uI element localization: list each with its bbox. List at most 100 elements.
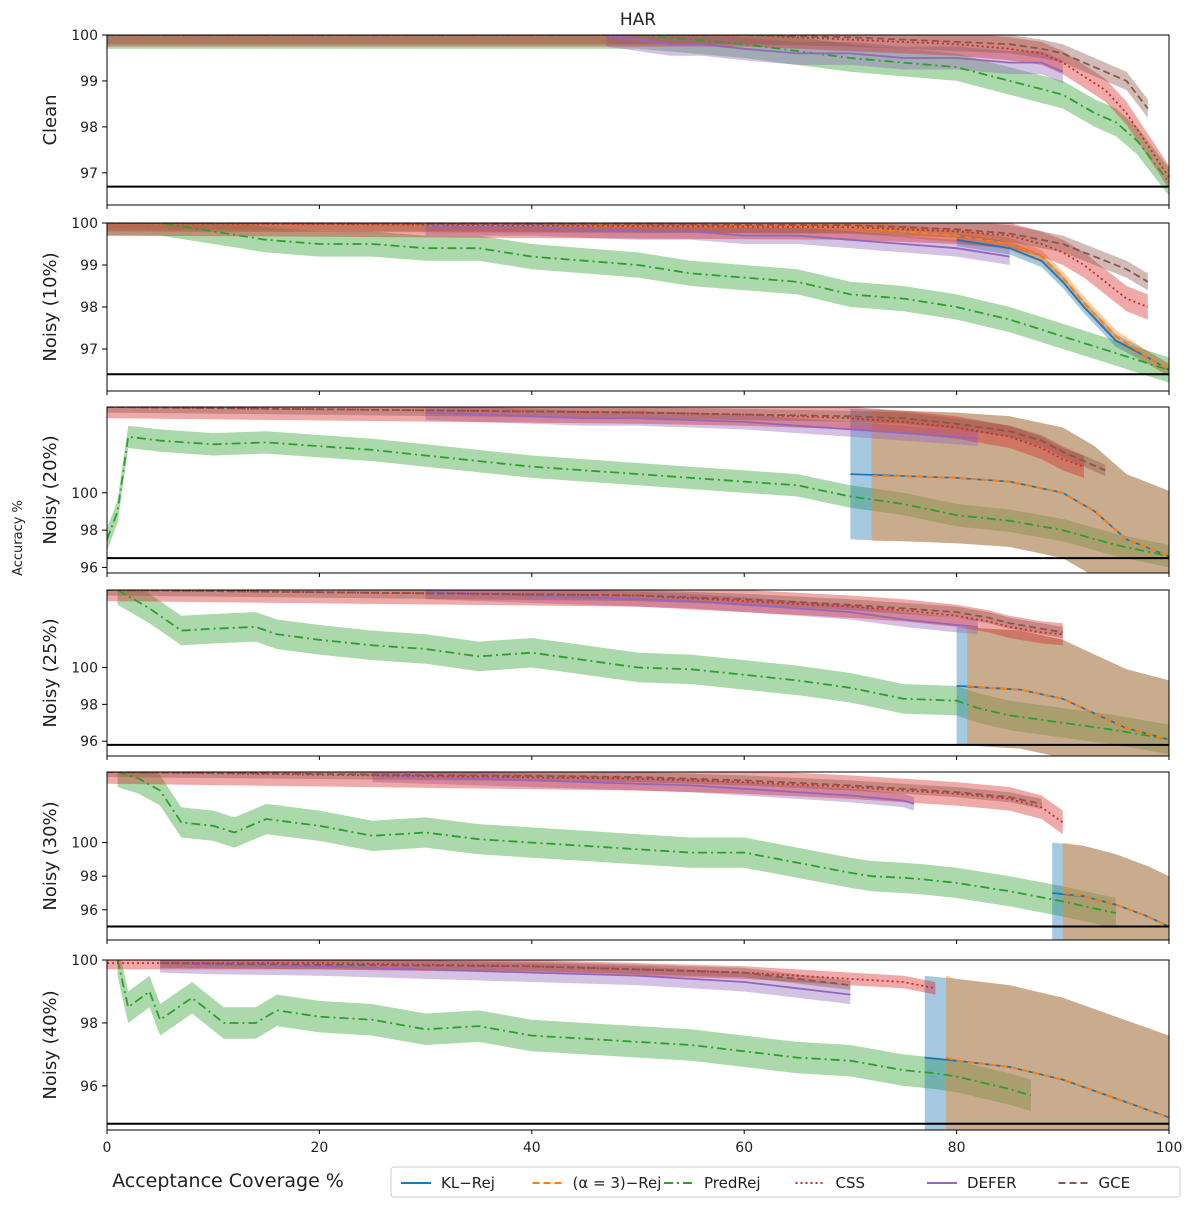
panel-noisy-20: 96 98 100 Noisy (20%) bbox=[40, 406, 1170, 577]
series-line-predrej bbox=[117, 772, 1117, 914]
x-tick-label: 100 bbox=[1156, 1140, 1183, 1156]
series-line-defer bbox=[605, 35, 1064, 73]
y-tick-label: 99 bbox=[80, 74, 98, 90]
panel-plot-area bbox=[107, 407, 1169, 573]
x-axis: 0 20 40 60 80 100 bbox=[103, 1140, 1183, 1156]
series-line-predrej bbox=[116, 960, 1032, 1097]
panel-noisy-25: 96 98 100 Noisy (25%) bbox=[40, 589, 1170, 760]
band-defer bbox=[425, 223, 1010, 265]
series-line-css bbox=[107, 223, 1149, 308]
panel-noisy-40: 96 98 100 Noisy (40%) bbox=[40, 953, 1170, 1134]
legend-label-defer: DEFER bbox=[967, 1174, 1017, 1192]
panel-frame bbox=[106, 34, 1170, 206]
panel-frame bbox=[106, 589, 1170, 757]
series-line-3-rej bbox=[107, 223, 1169, 371]
y-tick-label: 98 bbox=[80, 300, 98, 316]
series-line-gce bbox=[107, 590, 1063, 634]
band-css bbox=[107, 223, 1148, 320]
series-line-css bbox=[107, 35, 1169, 178]
y-tick-label: 100 bbox=[71, 660, 98, 676]
band-predrej bbox=[117, 960, 1031, 1112]
panel-frame bbox=[106, 406, 1170, 574]
band-kl-rej bbox=[924, 975, 1169, 1130]
band-gce bbox=[107, 590, 1063, 638]
legend-label-css: CSS bbox=[836, 1174, 866, 1192]
band-predrej bbox=[107, 223, 1169, 383]
y-axis-label: Accuracy % bbox=[11, 500, 26, 576]
y-tick-label: 98 bbox=[80, 523, 98, 539]
panel-label: Noisy (25%) bbox=[40, 618, 61, 727]
series-line-3-rej bbox=[1062, 892, 1169, 928]
series-line-gce bbox=[107, 35, 1149, 110]
y-tick-label: 100 bbox=[71, 486, 98, 502]
panel-clean: 97 98 99 100 Clean bbox=[40, 28, 1170, 209]
series-line-defer bbox=[425, 411, 978, 440]
panel-noisy-30: 96 98 100 Noisy (30%) bbox=[40, 771, 1170, 944]
band-predrej bbox=[117, 772, 1116, 929]
band-defer bbox=[372, 772, 915, 811]
series-line-gce bbox=[160, 962, 851, 987]
panel-label: Noisy (40%) bbox=[40, 990, 61, 1099]
chart-title: HAR bbox=[620, 10, 656, 30]
band-predrej bbox=[117, 590, 1169, 755]
series-line-3-rej bbox=[871, 475, 1169, 558]
x-tick-label: 80 bbox=[948, 1140, 966, 1156]
panel-label: Noisy (10%) bbox=[40, 252, 61, 361]
y-tick-label: 98 bbox=[80, 869, 98, 885]
band-3-rej bbox=[1062, 842, 1169, 940]
band-3-rej bbox=[946, 975, 1169, 1130]
panel-label: Clean bbox=[40, 94, 61, 145]
panel-plot-area bbox=[107, 223, 1169, 383]
panel-frame bbox=[106, 959, 1170, 1131]
band-gce bbox=[107, 35, 1148, 118]
panel-plot-area bbox=[107, 590, 1169, 756]
legend-box bbox=[390, 1166, 1181, 1198]
panel-plot-area bbox=[107, 772, 1169, 940]
band-gce bbox=[107, 772, 1042, 809]
y-tick-label: 100 bbox=[71, 953, 98, 969]
x-tick-label: 20 bbox=[310, 1140, 328, 1156]
panel-frame bbox=[106, 771, 1170, 941]
band-css bbox=[107, 407, 1084, 478]
series-line-gce bbox=[107, 407, 1106, 472]
series-line-defer bbox=[372, 774, 915, 805]
series-line-predrej bbox=[107, 35, 1169, 183]
y-tick-label: 96 bbox=[80, 560, 98, 576]
x-axis-label: Acceptance Coverage % bbox=[112, 1170, 344, 1192]
legend: KL−Rej (α = 3)−Rej PredRej CSS DEFER GCE bbox=[390, 1166, 1181, 1198]
series-line-css bbox=[107, 590, 1063, 636]
band-3-rej bbox=[871, 410, 1169, 573]
panels-group: 97 98 99 100 Clean 97 98 99 100 Noisy (10%) 96 98 10… bbox=[40, 28, 1170, 1134]
y-tick-label: 96 bbox=[80, 903, 98, 919]
x-tick-label: 60 bbox=[735, 1140, 753, 1156]
band-predrej bbox=[107, 425, 1169, 568]
legend-label-predrej: PredRej bbox=[704, 1174, 761, 1192]
series-line-defer bbox=[425, 226, 1010, 258]
series-line-defer bbox=[160, 962, 851, 996]
series-line-3-rej bbox=[945, 1056, 1169, 1119]
y-tick-label: 96 bbox=[80, 734, 98, 750]
series-line-predrej bbox=[107, 223, 1169, 371]
y-tick-label: 99 bbox=[80, 258, 98, 274]
series-line-css bbox=[107, 772, 1064, 824]
panel-label: Noisy (20%) bbox=[40, 435, 61, 544]
band-gce bbox=[107, 223, 1148, 291]
y-tick-label: 97 bbox=[80, 342, 98, 358]
band-css bbox=[107, 772, 1063, 835]
y-tick-label: 98 bbox=[80, 1016, 98, 1032]
series-line-predrej bbox=[107, 435, 1169, 558]
series-line-3-rej bbox=[967, 685, 1169, 741]
series-line-kl-rej bbox=[1052, 892, 1169, 928]
y-tick-label: 100 bbox=[71, 836, 98, 852]
legend-label-gce: GCE bbox=[1099, 1174, 1131, 1192]
panel-plot-area bbox=[107, 960, 1169, 1130]
legend-label-3-rej: (α = 3)−Rej bbox=[573, 1174, 662, 1192]
y-tick-label: 98 bbox=[80, 697, 98, 713]
series-line-gce bbox=[107, 223, 1149, 283]
y-tick-label: 100 bbox=[71, 216, 98, 232]
panel-label: Noisy (30%) bbox=[40, 801, 61, 910]
y-tick-label: 96 bbox=[80, 1079, 98, 1095]
band-defer bbox=[425, 590, 978, 635]
band-predrej bbox=[107, 35, 1169, 196]
